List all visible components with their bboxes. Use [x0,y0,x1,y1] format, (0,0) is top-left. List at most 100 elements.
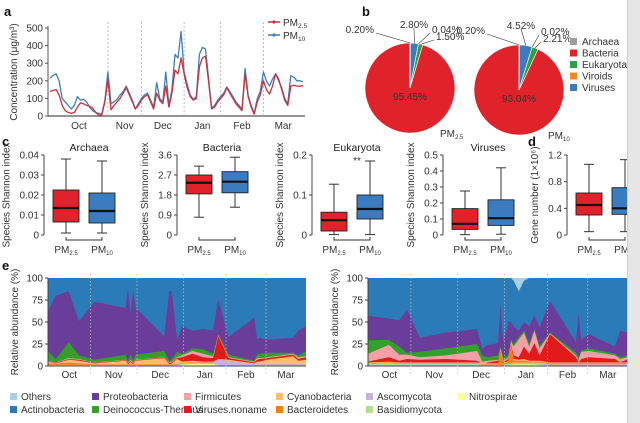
x-tick-label-dec: Dec [154,121,172,132]
pie-label-viroids: 0.02% [541,27,569,38]
x-tick-label-dec: Dec [472,370,490,381]
x-tick-label-feb: Feb [233,121,251,132]
legend-label-proteobacteria: Proteobacteria [103,392,168,403]
pie-label-archaea: 0.20% [346,25,374,36]
box-viruses-y-tick-label: 0.2 [424,199,438,210]
y-tick-label: 100 [26,94,43,105]
area-layer-basidiomycota [48,363,306,366]
pie-label-bacteria: 95.45% [393,92,427,103]
y-tick-label: 25 [352,340,364,351]
box-gene-number-y-tick-label: 0.8 [548,177,562,188]
legend-swatch-nitrospirae [458,393,465,400]
panel-label-b: b [362,4,370,19]
box-gene-number-y-tick-label: 0.4 [548,204,562,215]
y-tick-label: 300 [26,59,43,70]
legend-swatch-others [10,393,17,400]
x-tick-label-jan: Jan [194,121,210,132]
pie-label-eukaryota: 2.21% [543,34,571,45]
y-tick-label: 50 [32,318,44,329]
legend-label-virusesnoname: Viruses.noname [195,405,268,416]
y-axis-label: Concentration (μg/m³) [9,23,20,120]
legend-label-others: Others [21,392,51,403]
legend-swatch-actinobacteria [10,406,17,413]
legend-swatch-viruses [570,84,577,91]
legend-swatch-archaea [570,38,577,45]
box-archaea-comparison-bracket [65,237,103,241]
pie-leader-line [375,32,411,44]
box-eukaryota-y-axis-label: Species Shannon index [275,142,286,247]
box-bacteria-y-tick-label: 2.7 [158,171,172,182]
y-tick-label: 400 [26,41,43,52]
series-line-pm25 [49,55,304,116]
y-tick-label: 500 [26,24,43,35]
x-tick-label-jan: Jan [518,370,534,381]
area-layer-deinococcusthermus [48,334,306,366]
box-gene-number-y-tick-label: 1.2 [548,151,562,162]
pie-leader-line [413,27,415,44]
legend-label-firmicutes: Firmicutes [195,392,241,403]
x-tick-label-oct: Oct [62,370,78,381]
legend-marker [272,20,276,24]
box-bacteria-title: Bacteria [203,142,242,154]
box-eukaryota-y-tick-label: 0.1 [293,191,307,202]
y-tick-label: 25 [32,340,44,351]
box-viruses-y-tick-label: 0 [432,231,438,242]
panel-label-e: e [2,258,9,273]
x-tick-label-feb: Feb [237,370,255,381]
box-viruses-box-pm25 [451,208,479,230]
x-tick-label-jan: Jan [197,370,213,381]
box-viruses-x-label-pm25: PM2.5 [453,245,477,257]
pie-title-pm10: PM10 [548,131,570,143]
y-axis-label: Relative abundance (%) [10,269,21,376]
legend-label-pm10: PM10 [283,31,306,43]
box-gene-number-y-axis-label: Gene number (1×10⁶) [530,146,541,243]
panel-label-d: d [528,134,536,149]
box-gene-number-x-label-pm25: PM2.5 [577,245,601,257]
box-eukaryota-x-label-pm10: PM10 [359,245,381,257]
box-eukaryota-y-tick-label: 0 [301,231,307,242]
area-layer-ascomycota [48,359,306,366]
legend-marker [272,33,276,37]
box-bacteria-y-tick-label: 0 [166,231,172,242]
legend-label-ascomycota: Ascomycota [377,392,432,403]
box-viruses-title: Viruses [471,142,506,154]
box-archaea-y-axis-label: Species Shannon index [2,142,13,247]
legend-label-bacteroidetes: Bacteroidetes [287,405,348,416]
panel-a-line-chart: 0 100 200 300 400 500 Concentration (μg/m³) Oct… [9,18,307,132]
pie-label-viruses: 4.52% [507,21,535,32]
pie-leader-line [534,41,542,49]
series-line-pm10 [49,30,304,115]
panel-e-area-charts: 0 25 50 75 100 Relative abundance (%) Oct Nov De… [10,269,628,381]
box-viruses-comparison-bracket [464,237,502,241]
box-eukaryota-x-label-pm25: PM2.5 [322,245,346,257]
box-viruses-box-pm10 [487,199,515,226]
box-eukaryota-comparison-bracket [333,237,371,241]
pie-label-bacteria: 93.04% [502,94,536,105]
panel-e-legend: Others Actinobacteria Proteobacteria Deinoc… [10,392,518,416]
y-tick-label: 0 [357,362,363,373]
legend-swatch-firmicutes [184,393,191,400]
y-axis-label: Relative abundance (%) [330,269,341,376]
box-archaea-box-pm10 [88,192,116,224]
legend-swatch-cyanobacteria [276,393,283,400]
legend-label-basidiomycota: Basidiomycota [377,405,442,416]
x-tick-label-nov: Nov [425,370,443,381]
box-archaea-title: Archaea [69,142,108,154]
y-tick-label: 75 [352,296,364,307]
legend-swatch-basidiomycota [366,406,373,413]
legend-swatch-bacteria [570,49,577,57]
y-tick-label: 75 [32,296,44,307]
box-bacteria-y-tick-label: 3.6 [158,151,172,162]
legend-label-pm25: PM2.5 [283,18,307,30]
legend-label-eukaryota: Eukaryota [582,60,627,71]
box-viruses-x-label-pm10: PM10 [490,245,512,257]
box-bacteria-x-label-pm25: PM2.5 [187,245,211,257]
panel-b-pie-charts: 95.45% 0.20% 2.80% 0.04%1.50% PM2.5 93.04% 0.2… [346,20,628,143]
panel-label-c: c [2,134,9,149]
legend-label-deinococcusthermus: Deinococcus-Thermus [103,405,203,416]
area-layer-virusesnoname [368,334,628,366]
x-tick-label-oct: Oct [71,121,87,132]
y-tick-label: 0 [37,112,43,123]
box-eukaryota-box-pm10 [356,194,384,220]
box-bacteria-y-tick-label: 1.8 [158,191,172,202]
